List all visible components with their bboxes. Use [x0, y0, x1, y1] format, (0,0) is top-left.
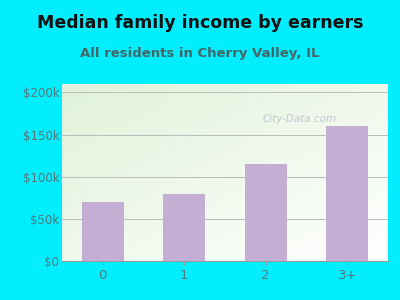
- Text: Median family income by earners: Median family income by earners: [37, 14, 363, 32]
- Text: All residents in Cherry Valley, IL: All residents in Cherry Valley, IL: [80, 46, 320, 59]
- Bar: [326, 126, 368, 261]
- Bar: [163, 194, 206, 261]
- Bar: [82, 202, 124, 261]
- Text: City-Data.com: City-Data.com: [263, 114, 337, 124]
- Bar: [244, 164, 287, 261]
